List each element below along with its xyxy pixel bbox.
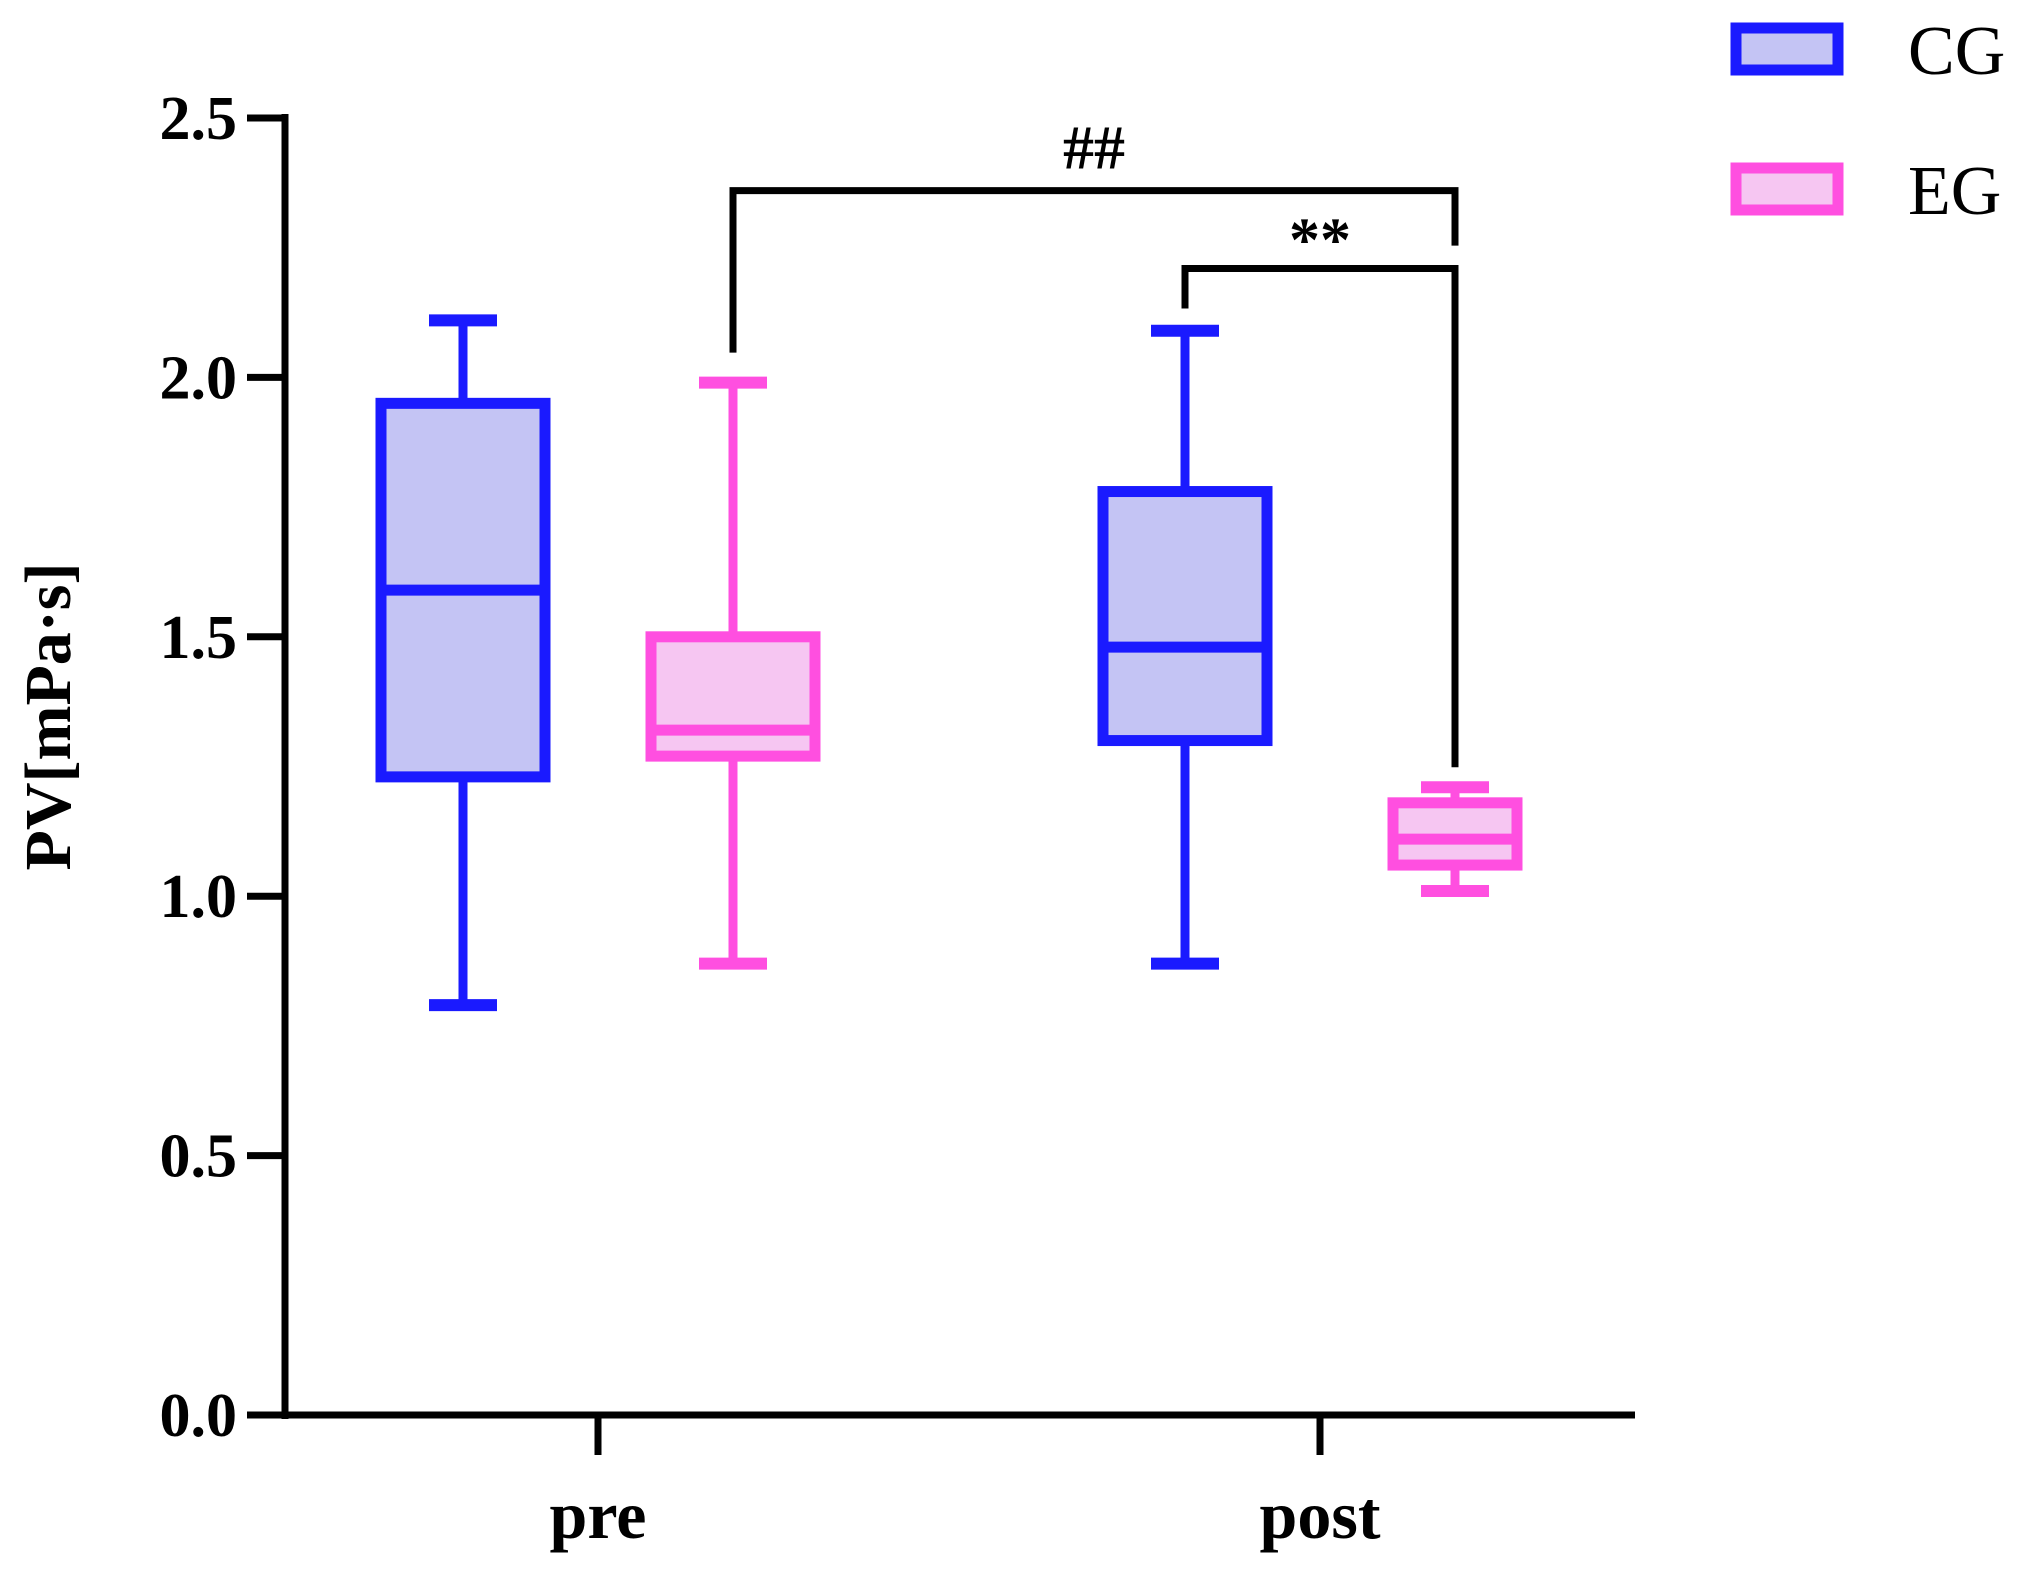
significance-brackets: ## ** — [729, 115, 1459, 768]
box-CG-post — [1097, 324, 1273, 970]
box-plot-marks — [375, 314, 1523, 1012]
y-tick-label: 2.5 — [160, 85, 238, 153]
box-CG-pre — [375, 314, 551, 1012]
significance-bracket-0: ## — [729, 115, 1459, 353]
y-tick-label: 2.0 — [160, 344, 238, 412]
legend-entry-EG: EG — [1730, 153, 2001, 230]
legend-label: CG — [1908, 13, 2005, 90]
x-tick-label-post: post — [1260, 1477, 1381, 1553]
x-tick-label-pre: pre — [550, 1477, 647, 1553]
y-tick-label: 0.5 — [160, 1123, 238, 1191]
axes: 0.0 0.5 1.0 1.5 2.0 2.5 PV[mPa·s] pre post — [12, 85, 1635, 1553]
significance-label: ## — [1063, 115, 1125, 183]
y-axis-title: PV[mPa·s] — [12, 563, 85, 871]
y-tick-label: 1.0 — [160, 863, 238, 931]
legend: CG EG — [1730, 13, 2005, 230]
significance-label: ** — [1289, 206, 1351, 274]
significance-bracket-1: ** — [1181, 206, 1459, 768]
legend-swatch — [1730, 22, 1844, 76]
legend-entry-CG: CG — [1730, 13, 2005, 90]
box-EG-post — [1387, 781, 1523, 898]
box-EG-pre — [645, 376, 821, 970]
bracket-line — [729, 187, 1459, 353]
y-tick-label: 1.5 — [160, 604, 238, 672]
legend-label: EG — [1908, 153, 2001, 230]
bracket-line — [1181, 264, 1459, 768]
y-tick-label: 0.0 — [160, 1382, 238, 1450]
box-iqr — [645, 631, 821, 762]
legend-swatch — [1730, 162, 1844, 216]
box-iqr — [1097, 486, 1273, 747]
